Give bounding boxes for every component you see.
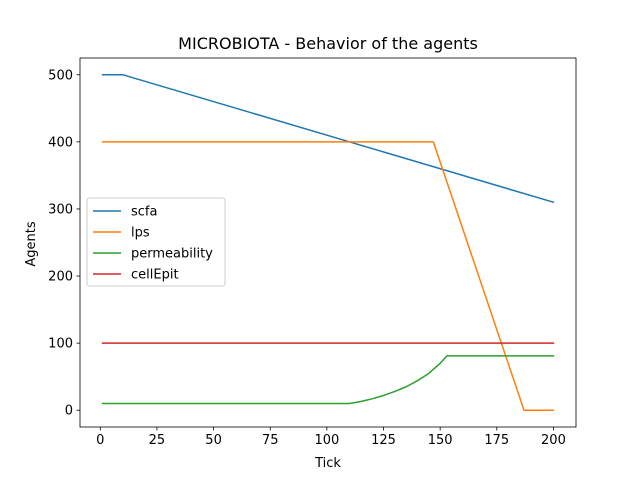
y-tick-label: 100 xyxy=(48,337,73,352)
series-line-permeability xyxy=(101,355,555,405)
legend-box xyxy=(86,197,226,287)
x-tick-label: 150 xyxy=(428,433,453,448)
y-tick-label: 200 xyxy=(48,270,73,285)
legend-label-scfa: scfa xyxy=(131,205,157,220)
y-axis-label: Agents xyxy=(24,221,39,266)
chart-title: MICROBIOTA - Behavior of the agents xyxy=(178,34,478,53)
x-tick-label: 125 xyxy=(371,433,396,448)
legend-label-permeability: permeability xyxy=(131,247,213,262)
x-tick-label: 50 xyxy=(205,433,222,448)
plot-area: 0 25 50 75 100 125 150 175 200 0 100 200 300 400 500 sc… xyxy=(48,57,577,448)
legend: scfa lps permeability cellEpit xyxy=(86,197,226,287)
y-tick-label: 500 xyxy=(48,68,73,83)
x-tick-label: 25 xyxy=(149,433,166,448)
x-tick-label: 0 xyxy=(96,433,104,448)
y-tick-label: 0 xyxy=(65,404,73,419)
y-tick-label: 300 xyxy=(48,202,73,217)
x-tick-label: 75 xyxy=(262,433,279,448)
x-tick-label: 200 xyxy=(541,433,566,448)
series-line-lps xyxy=(101,141,555,411)
series-line-scfa xyxy=(101,74,555,204)
x-tick-label: 100 xyxy=(314,433,339,448)
legend-label-lps: lps xyxy=(131,226,150,241)
legend-label-cellEpit: cellEpit xyxy=(131,268,179,283)
x-axis-label: Tick xyxy=(314,456,341,471)
y-tick-label: 400 xyxy=(48,135,73,150)
axes-frame xyxy=(79,57,577,428)
x-tick-label: 175 xyxy=(484,433,509,448)
